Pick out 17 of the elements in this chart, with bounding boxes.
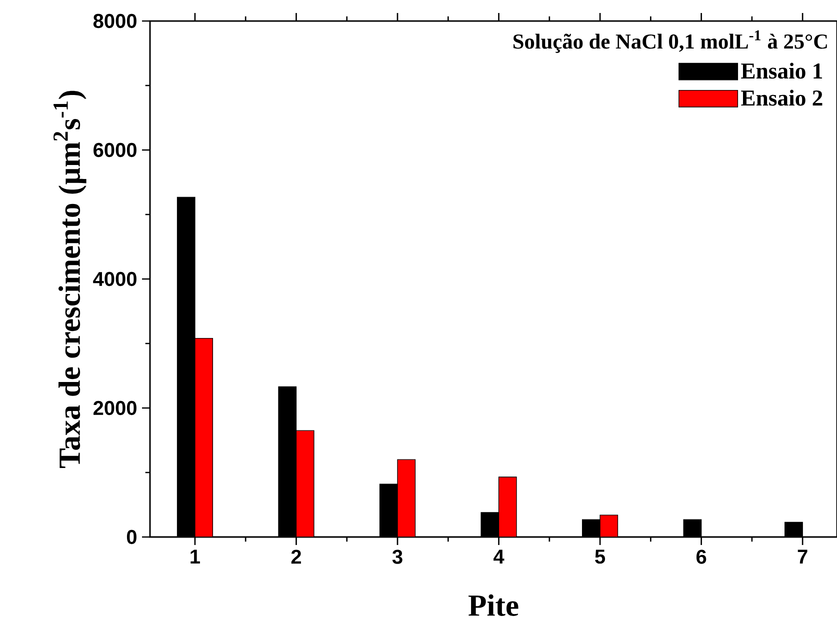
x-tick-label: 4 [494, 550, 504, 564]
x-tick-label: 2 [291, 550, 301, 564]
x-tick-label: 3 [392, 550, 402, 564]
y-tick-label: 4000 [93, 272, 136, 286]
y-axis-title: Taxa de crescimento (µm$^{2}$s$^{-1}$) [54, 90, 86, 468]
y-tick-label: 8000 [93, 14, 136, 28]
x-tick-label: 7 [798, 550, 808, 564]
y-tick-label: 6000 [94, 142, 136, 158]
legend-label: Ensaio 2 [741, 90, 822, 106]
x-tick-label: 5 [595, 550, 606, 564]
x-tick-label: 6 [696, 550, 706, 564]
legend-title: Solução de NaCl 0,1 molL$^{-1}$ à 25°C [514, 30, 827, 53]
y-tick-label: 0 [126, 530, 136, 544]
x-tick-label: 1 [190, 550, 200, 564]
legend-label: Ensaio 1 [741, 62, 822, 79]
x-axis-title: Pite [468, 594, 518, 616]
y-tick-label: 2000 [93, 400, 136, 416]
